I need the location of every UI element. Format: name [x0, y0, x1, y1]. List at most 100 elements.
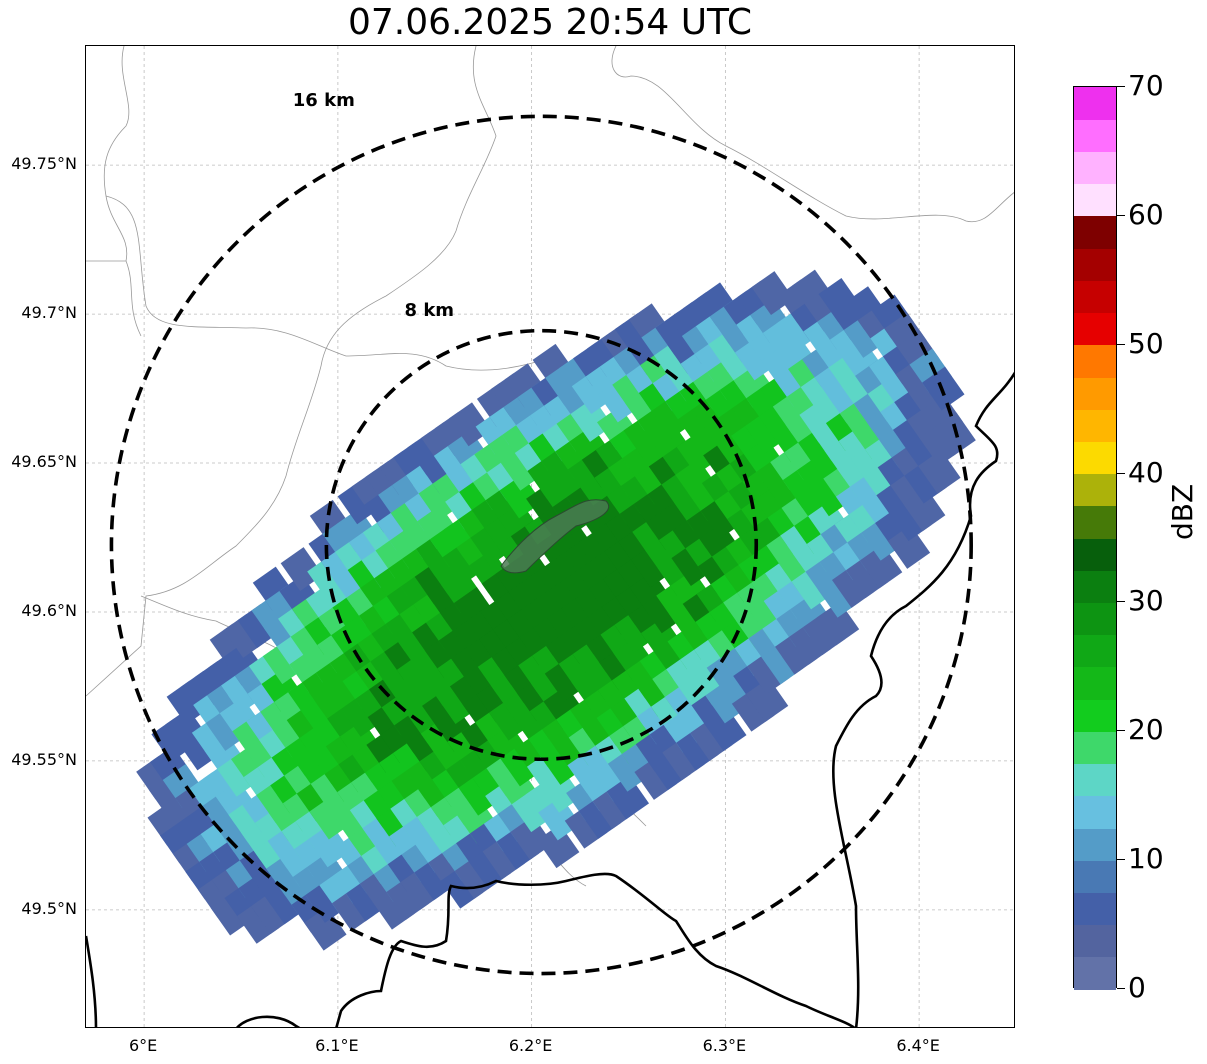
radar-echo-cell: [571, 370, 615, 415]
colorbar-segment: [1074, 763, 1116, 797]
colorbar-tick: [1117, 472, 1125, 474]
radar-echo-cell: [774, 630, 818, 675]
colorbar-segment: [1074, 87, 1116, 120]
radar-echo-cell: [818, 573, 861, 618]
radar-echo-cell: [676, 726, 719, 771]
latitude-tick-label: 49.7°N: [21, 303, 77, 323]
radar-echo-cell: [309, 795, 352, 840]
radar-echo-cell: [704, 707, 747, 752]
radar-echo-cell: [904, 459, 947, 504]
latitude-tick-label: 49.55°N: [11, 749, 77, 769]
colorbar-segment: [1074, 473, 1116, 507]
colorbar-segment: [1074, 956, 1116, 990]
colorbar-segment: [1074, 183, 1116, 217]
radar-echo-cell: [499, 474, 542, 519]
range-ring-label: 8 km: [404, 299, 455, 321]
colorbar-tick-label: 50: [1128, 326, 1164, 360]
colorbar-tick: [1117, 859, 1125, 861]
colorbar-tick: [1117, 86, 1125, 87]
radar-echo-cell: [933, 412, 976, 457]
colorbar-segment: [1074, 860, 1116, 893]
radar-echo-cell: [237, 899, 280, 944]
colorbar-tick: [1117, 730, 1125, 732]
colorbar-segment: [1074, 699, 1116, 732]
colorbar-segment: [1074, 892, 1116, 926]
radar-echo-cell: [442, 541, 485, 586]
colorbar-tick-label: 20: [1128, 713, 1164, 747]
colorbar-segment: [1074, 795, 1116, 829]
radar-echo-cell: [564, 804, 608, 849]
radar-echo-cell: [791, 565, 834, 610]
admin-boundary: [105, 195, 557, 371]
radar-echo-cell: [614, 608, 657, 653]
radar-echo-cell: [776, 307, 820, 352]
colorbar-tick: [1117, 601, 1125, 603]
latitude-tick-label: 49.6°N: [21, 600, 77, 620]
radar-echo-cell: [418, 477, 462, 522]
colorbar-segment: [1074, 441, 1116, 475]
radar-echo-cell: [570, 397, 613, 442]
radar-echo-cell: [280, 547, 324, 592]
radar-echo-cell: [205, 706, 249, 751]
radar-echo-cell: [468, 845, 512, 890]
radar-echo-cell: [221, 669, 264, 714]
colorbar-tick-label: 60: [1128, 197, 1164, 231]
national-border: [832, 371, 1014, 1027]
admin-boundary: [385, 46, 497, 297]
radar-echo-cell: [802, 611, 846, 656]
longitude-tick-label: 6.3°E: [702, 1036, 747, 1055]
colorbar-tick-label: 40: [1128, 455, 1164, 489]
radar-echo-cell: [482, 835, 525, 880]
radar-echo-cell: [843, 313, 887, 358]
radar-echo-cell: [449, 402, 492, 447]
radar-echo-cell: [544, 657, 588, 702]
colorbar-segment: [1074, 731, 1116, 765]
radar-echo-cell: [510, 815, 553, 860]
colorbar-segment: [1074, 409, 1116, 442]
range-ring: [324, 328, 759, 762]
radar-echo-cell: [489, 696, 532, 741]
radar-echo-cell: [538, 796, 581, 841]
radar-echo-cell: [606, 775, 650, 820]
radar-echo-cell: [845, 554, 889, 599]
radar-echo-cell: [305, 878, 348, 923]
radar-echo-cell: [690, 716, 733, 761]
radar-echo-cell: [331, 887, 375, 932]
colorbar-segment: [1074, 248, 1116, 281]
radar-echo-cell: [578, 794, 622, 839]
radar-echo-cell: [400, 866, 443, 911]
radar-echo-cell: [210, 891, 254, 936]
radar-echo-cell: [919, 422, 962, 467]
radar-echo-cell: [788, 620, 832, 665]
radar-echo-cell: [918, 449, 961, 494]
colorbar-segment: [1074, 280, 1116, 314]
colorbar-segment: [1074, 570, 1116, 604]
radar-echo-cell: [511, 788, 555, 833]
radar-echo-cell: [592, 785, 636, 830]
radar-echo-cell: [700, 494, 744, 539]
national-border: [335, 872, 856, 1027]
radar-echo-cell: [435, 680, 479, 724]
radar-map-canvas: [86, 46, 1014, 1027]
colorbar-segment: [1074, 215, 1116, 249]
radar-echo-cell: [262, 640, 306, 685]
radar-echo-cell: [304, 906, 347, 951]
radar-echo-cell: [217, 752, 260, 797]
admin-boundary: [86, 295, 387, 697]
radar-echo-cell: [177, 726, 221, 771]
colorbar-segment: [1074, 505, 1116, 539]
longitude-tick-label: 6.1°E: [315, 1036, 359, 1055]
colorbar-segment: [1074, 376, 1116, 410]
range-ring: [109, 114, 973, 976]
radar-echo-cell: [470, 521, 513, 566]
radar-echo-cell: [598, 378, 641, 423]
colorbar-segment: [1074, 602, 1116, 636]
radar-echo-cell: [651, 394, 694, 439]
radar-echo-cell: [859, 544, 903, 589]
radar-echo-cell: [816, 601, 860, 646]
radar-echo-cell: [831, 563, 875, 608]
national-border: [236, 1015, 301, 1027]
radar-echo-cell: [539, 768, 582, 813]
radar-echo-cell: [345, 877, 389, 922]
radar-echo-cell: [751, 271, 794, 316]
